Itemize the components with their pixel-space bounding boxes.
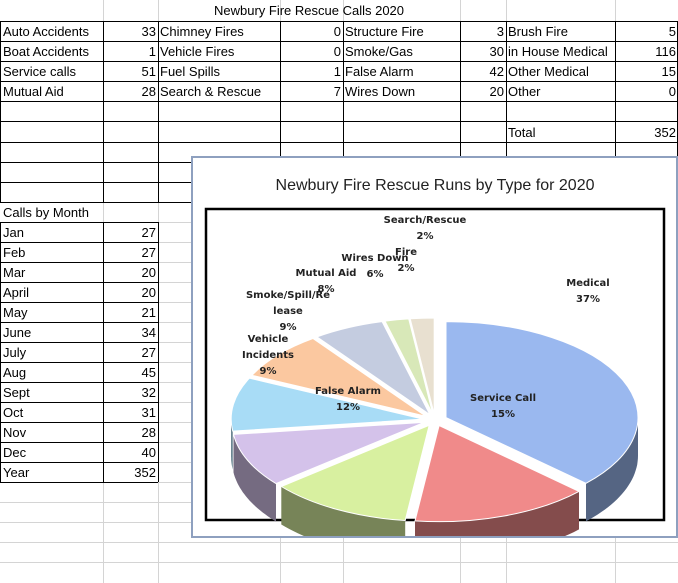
total-label[interactable]: Total	[508, 125, 536, 140]
month-count[interactable]: 34	[141, 325, 156, 340]
call-type-label[interactable]: Other Medical	[508, 64, 589, 79]
pie-slice-label: Medical 37%	[566, 278, 609, 305]
month-count[interactable]: 21	[141, 305, 156, 320]
call-type-count[interactable]: 20	[489, 84, 504, 99]
month-count[interactable]: 45	[141, 365, 156, 380]
call-type-label[interactable]: Service calls	[3, 64, 76, 79]
call-type-label[interactable]: Wires Down	[345, 84, 416, 99]
pie-slice-side	[231, 419, 233, 470]
pie-slice-label: Fire 2%	[395, 247, 417, 274]
pie-slice[interactable]	[409, 317, 435, 415]
month-count[interactable]: 27	[141, 345, 156, 360]
month-count[interactable]: 28	[141, 425, 156, 440]
call-type-count[interactable]: 7	[333, 84, 341, 99]
call-type-count[interactable]: 3	[496, 24, 504, 39]
pie-slice[interactable]	[232, 421, 425, 485]
month-label[interactable]: Mar	[3, 265, 26, 280]
call-type-label[interactable]: Brush Fire	[508, 24, 568, 39]
call-type-count[interactable]: 1	[333, 64, 341, 79]
month-count[interactable]: 20	[141, 265, 156, 280]
month-count[interactable]: 31	[141, 405, 156, 420]
month-label[interactable]: April	[3, 285, 30, 300]
month-label[interactable]: Nov	[3, 425, 27, 440]
month-label[interactable]: May	[3, 305, 28, 320]
call-type-label[interactable]: Mutual Aid	[3, 84, 64, 99]
pie-slice[interactable]	[384, 318, 434, 415]
call-type-label[interactable]: False Alarm	[345, 64, 414, 79]
pie-slice[interactable]	[414, 424, 581, 523]
pie-slice[interactable]	[230, 377, 424, 432]
month-label[interactable]: Year	[3, 465, 30, 480]
call-type-label[interactable]: Auto Accidents	[3, 24, 89, 39]
call-type-count[interactable]: 30	[489, 44, 504, 59]
pie-slice-label: Smoke/Spill/Re lease 9%	[246, 290, 330, 333]
call-type-count[interactable]: 0	[333, 24, 341, 39]
pie-slices	[230, 317, 639, 536]
call-type-count[interactable]: 42	[489, 64, 504, 79]
month-label[interactable]: Feb	[3, 245, 26, 260]
pie-slice[interactable]	[251, 337, 427, 417]
call-type-label[interactable]: Other	[508, 84, 541, 99]
call-type-count[interactable]: 33	[141, 24, 156, 39]
call-type-count[interactable]: 15	[661, 64, 676, 79]
pie-slice-label: False Alarm 12%	[315, 386, 381, 413]
pie-slice-label: Mutual Aid 8%	[296, 268, 357, 295]
call-type-count[interactable]: 51	[141, 64, 156, 79]
pie-chart-svg: Newbury Fire Rescue Runs by Type for 202…	[204, 177, 666, 536]
call-type-count[interactable]: 1	[148, 44, 156, 59]
sheet-title[interactable]: Newbury Fire Rescue Calls 2020	[213, 3, 405, 18]
call-type-count[interactable]: 0	[333, 44, 341, 59]
pie-slice[interactable]	[445, 321, 639, 484]
pie-chart[interactable]: Newbury Fire Rescue Runs by Type for 202…	[191, 156, 678, 538]
month-count[interactable]: 40	[141, 445, 156, 460]
pie-slice-label: Search/Rescue 2%	[384, 215, 467, 242]
month-count[interactable]: 32	[141, 385, 156, 400]
month-label[interactable]: Dec	[3, 445, 27, 460]
pie-labels: Medical 37% Service Call 15% False Alarm 12% V…	[242, 215, 610, 420]
pie-slice-label: Vehicle Incidents 9%	[242, 334, 294, 377]
month-count[interactable]: 20	[141, 285, 156, 300]
pie-slice-label: Service Call 15%	[470, 393, 536, 420]
pie-slice-side	[586, 417, 638, 522]
month-count[interactable]: 352	[134, 465, 156, 480]
month-label[interactable]: Aug	[3, 365, 27, 380]
month-label[interactable]: July	[3, 345, 27, 360]
call-type-label[interactable]: Search & Rescue	[160, 84, 262, 99]
call-type-label[interactable]: Boat Accidents	[3, 44, 89, 59]
month-label[interactable]: Sept	[3, 385, 30, 400]
call-type-label[interactable]: in House Medical	[508, 44, 608, 59]
month-label[interactable]: Oct	[3, 405, 24, 420]
chart-title: Newbury Fire Rescue Runs by Type for 202…	[276, 177, 595, 194]
call-type-label[interactable]: Chimney Fires	[160, 24, 244, 39]
call-type-label[interactable]: Vehicle Fires	[160, 44, 235, 59]
call-type-label[interactable]: Fuel Spills	[160, 64, 220, 79]
pie-slice[interactable]	[280, 424, 430, 522]
call-type-label[interactable]: Structure Fire	[345, 24, 424, 39]
calls-by-month-header[interactable]: Calls by Month	[3, 205, 89, 220]
pie-slice[interactable]	[315, 321, 431, 416]
month-label[interactable]: June	[3, 325, 32, 340]
month-count[interactable]: 27	[141, 225, 156, 240]
month-count[interactable]: 27	[141, 245, 156, 260]
call-type-count[interactable]: 5	[668, 24, 676, 39]
pie-slice-side	[415, 491, 579, 536]
call-type-count[interactable]: 0	[668, 84, 676, 99]
total-value[interactable]: 352	[654, 125, 676, 140]
pie-slice-label: Wires Down 6%	[341, 253, 408, 280]
call-type-label[interactable]: Smoke/Gas	[345, 44, 413, 59]
call-type-count[interactable]: 28	[141, 84, 156, 99]
month-label[interactable]: Jan	[3, 225, 24, 240]
call-type-count[interactable]: 116	[655, 44, 676, 59]
